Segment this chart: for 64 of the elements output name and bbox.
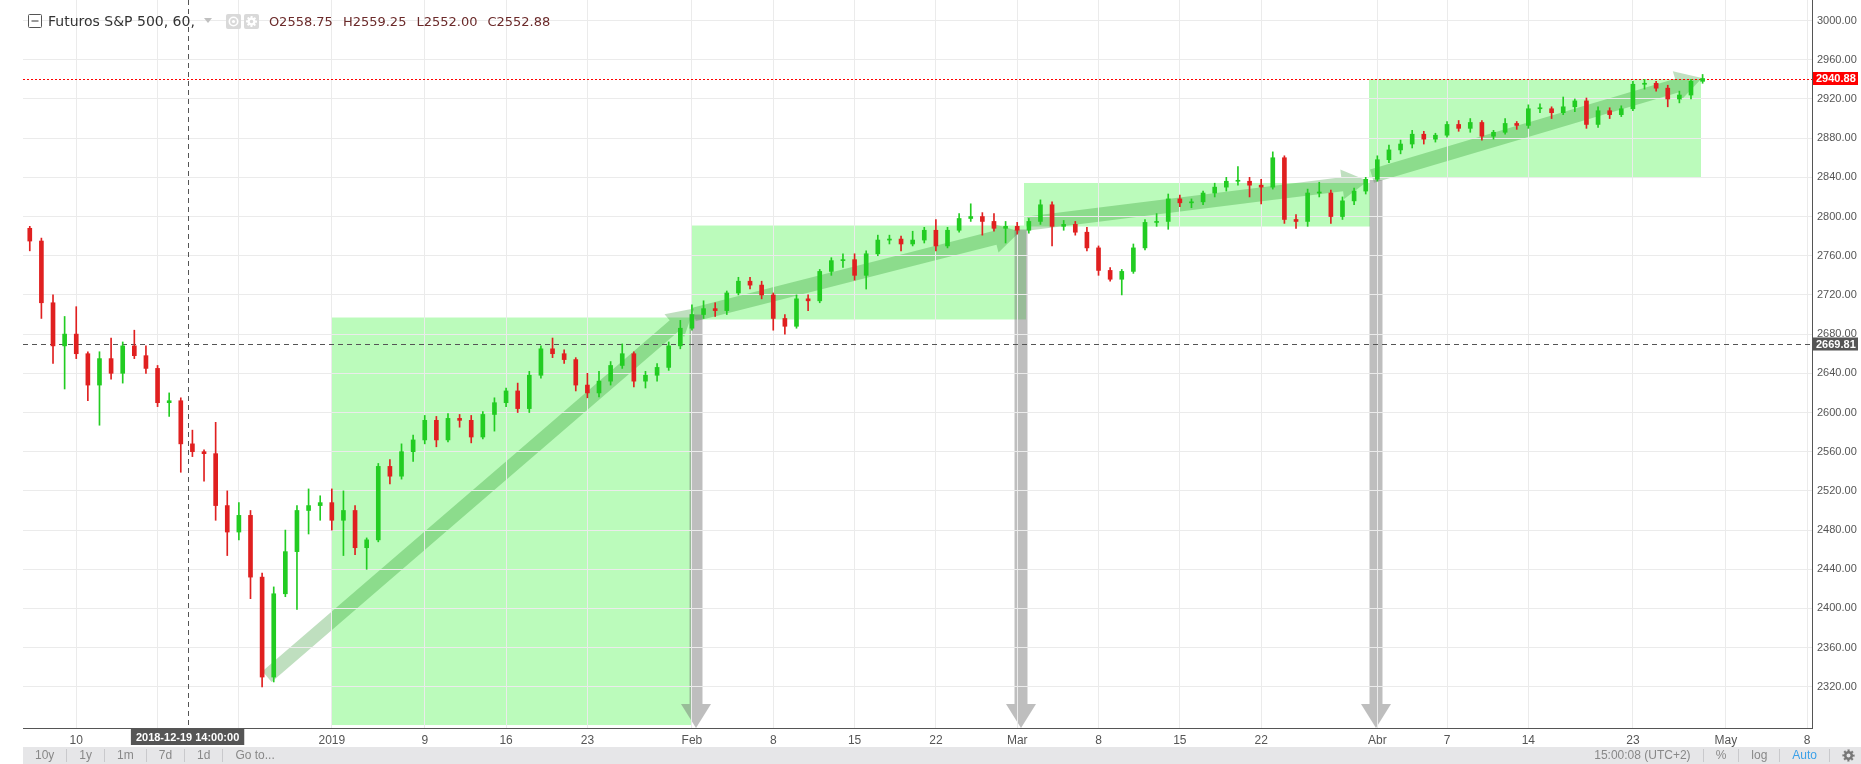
candlestick [1061, 220, 1067, 231]
x-tick-label: Feb [681, 732, 703, 747]
y-tick-label: 3000.00 [1817, 13, 1857, 26]
candlestick [1293, 214, 1299, 229]
y-tick-label: 2880.00 [1817, 131, 1857, 144]
x-tick-label: 10 [69, 732, 84, 747]
text: 10y [23, 748, 68, 762]
candlestick [712, 302, 718, 317]
x-tick-label: 8 [1095, 732, 1103, 747]
text: log [1738, 748, 1780, 762]
y-tick-label: 2720.00 [1817, 287, 1857, 300]
candlestick [840, 253, 846, 268]
x-tick-label: 15 [1173, 732, 1187, 747]
x-tick-label: 7 [1443, 732, 1451, 747]
y-tick-label: 2440.00 [1817, 562, 1857, 575]
x-tick-label: 14 [1521, 732, 1536, 747]
x-tick-label: 23 [1626, 732, 1640, 747]
y-tick-label: 2920.00 [1817, 91, 1857, 104]
candlestick [201, 449, 207, 482]
text: Auto [1779, 748, 1829, 762]
x-tick-label: Abr [1367, 732, 1387, 747]
text: 15:00:08 (UTC+2) [1593, 748, 1692, 762]
y-tick-label: 2600.00 [1817, 405, 1857, 418]
annotation: C2552.88 [487, 13, 551, 29]
text: Go to... [234, 748, 276, 762]
x-tick-label: 16 [499, 732, 514, 747]
y-tick-label: 2760.00 [1817, 248, 1857, 261]
x-tick-label: 23 [580, 732, 595, 747]
text: 7d [146, 748, 186, 762]
ref-line-label: 2669.81 [1816, 337, 1856, 350]
text: 1m [105, 748, 147, 762]
y-tick-label: 2520.00 [1817, 483, 1857, 496]
y-tick-label: 2640.00 [1817, 366, 1857, 379]
candlestick [968, 203, 974, 222]
x-tick-label: 2019 [318, 732, 346, 747]
x-tick-label: 8 [769, 732, 777, 747]
x-tick-label: 22 [1254, 732, 1269, 747]
y-tick-label: 2320.00 [1817, 679, 1857, 692]
y-tick-label: 2960.00 [1817, 52, 1857, 65]
text: 1y [67, 748, 106, 762]
x-tick-label: 22 [929, 732, 943, 747]
candlestick [317, 495, 323, 521]
x-tick-label: 15 [847, 732, 862, 747]
y-tick-label: 2840.00 [1817, 170, 1857, 183]
annotation: L2552.00 [416, 13, 478, 29]
y-tick-label: 2400.00 [1817, 601, 1857, 614]
y-tick-label: 2560.00 [1817, 444, 1857, 457]
x-tick-label: May [1714, 732, 1738, 747]
y-tick-label: 2800.00 [1817, 209, 1857, 222]
text: % [1702, 748, 1739, 762]
x-tick-label: Mar [1006, 732, 1028, 747]
text: 1d [185, 748, 224, 762]
x-tick-label: 9 [421, 732, 429, 747]
ref-line-label: 2018-12-19 14:00:00 [135, 730, 240, 743]
ref-line-label: 2940.88 [1816, 72, 1856, 85]
y-tick-label: 2480.00 [1817, 523, 1857, 536]
text: Futuros S&P 500, 60, [48, 13, 195, 29]
y-tick-label: 2680.00 [1817, 327, 1857, 340]
annotation: H2559.25 [342, 13, 407, 29]
y-tick-label: 2360.00 [1817, 640, 1857, 653]
candlestick [1235, 166, 1241, 186]
annotation: O2558.75 [268, 13, 333, 29]
candlestick [166, 392, 172, 417]
x-tick-label: 8 [1803, 732, 1811, 747]
